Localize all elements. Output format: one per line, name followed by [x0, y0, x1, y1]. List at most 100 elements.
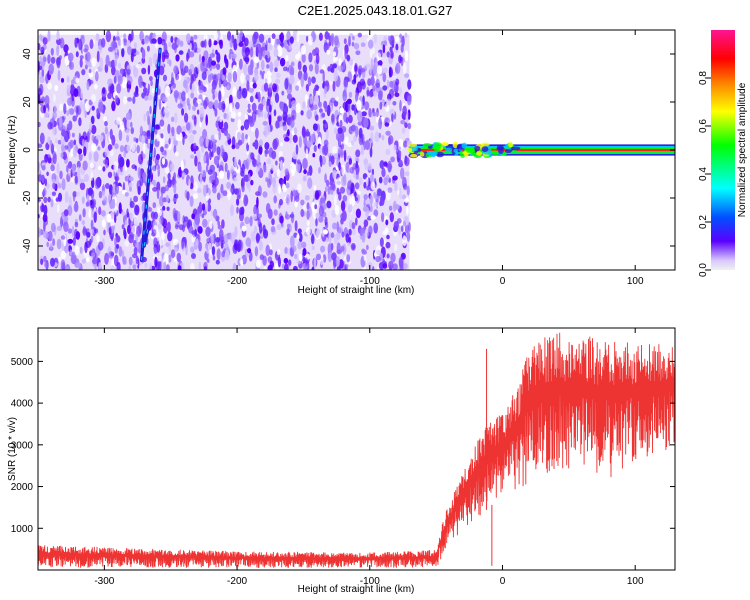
- snr-y-axis-label: SNR (10 * v/v): [7, 417, 18, 481]
- noise-speckle: [48, 230, 53, 242]
- streak-feature-core: [140, 49, 161, 261]
- noise-speckle: [149, 105, 152, 115]
- noise-speckle: [317, 136, 322, 146]
- noise-speckle: [243, 174, 250, 182]
- noise-speckle: [141, 202, 145, 214]
- noise-speckle: [252, 82, 257, 89]
- noise-speckle: [153, 211, 158, 220]
- colorbar-label: Normalized spectral amplitude: [737, 82, 748, 217]
- noise-speckle: [123, 95, 128, 105]
- noise-speckle: [174, 247, 178, 252]
- noise-speckle: [88, 208, 91, 219]
- noise-speckle: [73, 139, 77, 146]
- noise-speckle: [396, 218, 402, 224]
- noise-speckle: [205, 135, 209, 148]
- noise-speckle: [388, 205, 393, 211]
- noise-speckle: [388, 67, 393, 78]
- noise-speckle: [377, 90, 383, 101]
- noise-speckle: [371, 168, 375, 176]
- noise-speckle: [366, 244, 369, 251]
- noise-speckle: [236, 198, 240, 206]
- carrier-transition-blob: [508, 142, 513, 148]
- noise-speckle: [284, 247, 288, 254]
- noise-speckle: [229, 48, 233, 55]
- noise-speckle: [131, 164, 137, 170]
- noise-speckle: [159, 195, 164, 207]
- noise-speckle: [243, 194, 249, 207]
- noise-speckle: [335, 256, 341, 267]
- noise-speckle: [213, 32, 219, 40]
- noise-speckle: [236, 206, 239, 214]
- noise-speckle: [208, 175, 215, 184]
- noise-speckle: [336, 249, 343, 255]
- noise-speckle: [90, 219, 94, 230]
- noise-speckle: [43, 255, 47, 263]
- noise-speckle: [364, 140, 371, 151]
- noise-speckle: [318, 167, 321, 174]
- noise-speckle: [273, 137, 280, 148]
- noise-speckle: [160, 133, 164, 139]
- noise-speckle: [364, 101, 370, 111]
- noise-speckle: [129, 186, 132, 192]
- noise-speckle: [216, 52, 221, 63]
- noise-speckle: [249, 216, 253, 227]
- noise-speckle: [332, 80, 336, 92]
- noise-speckle: [67, 97, 73, 106]
- noise-speckle: [127, 88, 130, 93]
- noise-speckle: [240, 72, 245, 84]
- noise-speckle: [141, 135, 145, 144]
- noise-speckle: [135, 234, 139, 242]
- noise-speckle: [168, 254, 172, 263]
- noise-speckle: [56, 225, 63, 232]
- noise-speckle: [356, 99, 362, 111]
- noise-speckle: [223, 233, 229, 244]
- noise-speckle: [321, 228, 325, 238]
- noise-speckle: [217, 225, 223, 230]
- noise-speckle: [158, 236, 165, 246]
- noise-speckle: [318, 215, 324, 223]
- noise-speckle: [223, 121, 229, 131]
- noise-speckle: [349, 196, 352, 205]
- noise-speckle: [348, 91, 353, 98]
- noise-speckle: [193, 34, 198, 40]
- noise-speckle: [194, 155, 198, 167]
- noise-speckle: [319, 155, 323, 168]
- noise-speckle: [293, 265, 298, 270]
- noise-speckle: [208, 38, 212, 48]
- noise-speckle: [407, 109, 411, 120]
- noise-speckle: [120, 36, 124, 49]
- noise-speckle: [167, 172, 171, 181]
- noise-speckle: [279, 198, 283, 206]
- noise-speckle: [358, 133, 364, 146]
- noise-speckle: [224, 249, 230, 261]
- carrier-transition-blob: [491, 150, 498, 154]
- noise-speckle: [197, 226, 203, 234]
- noise-speckle: [385, 148, 391, 156]
- noise-speckle: [368, 90, 374, 98]
- noise-speckle: [56, 238, 62, 250]
- noise-speckle: [193, 66, 199, 79]
- noise-speckle: [187, 221, 191, 229]
- noise-speckle: [267, 208, 273, 220]
- noise-speckle: [368, 107, 372, 118]
- noise-speckle: [338, 65, 344, 72]
- noise-speckle: [264, 111, 268, 120]
- noise-speckle: [298, 136, 302, 148]
- noise-speckle: [71, 164, 76, 175]
- noise-speckle: [138, 154, 144, 165]
- noise-speckle: [69, 249, 72, 256]
- snr-frame: [37, 327, 676, 571]
- figure-title: C2E1.2025.043.18.01.G27: [298, 3, 453, 18]
- noise-speckle: [257, 109, 261, 116]
- noise-speckle: [248, 182, 251, 193]
- noise-speckle: [136, 145, 140, 154]
- noise-speckle: [203, 266, 208, 270]
- noise-speckle: [300, 208, 305, 218]
- noise-speckle: [229, 102, 233, 113]
- noise-speckle: [358, 68, 362, 78]
- noise-speckle: [395, 62, 401, 75]
- noise-speckle: [391, 113, 394, 123]
- noise-speckle: [332, 63, 337, 69]
- noise-speckle: [200, 60, 206, 72]
